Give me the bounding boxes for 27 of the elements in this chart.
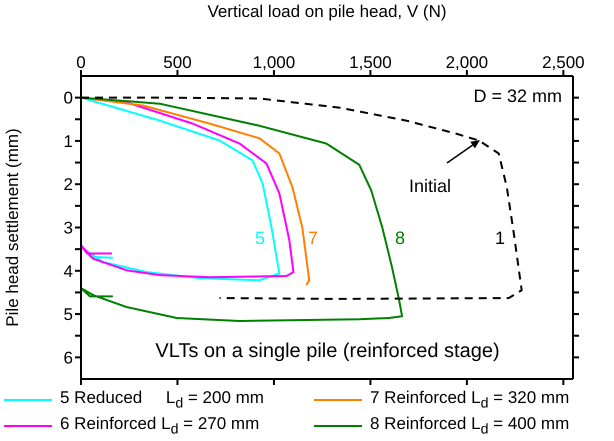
annotation: 7 [308,228,318,248]
y-axis-title: Pile head settlement (mm) [3,128,22,327]
y-tick-label: 0 [64,88,73,108]
x-tick-label: 0 [76,53,86,72]
x-tick-label: 2,500 [542,53,585,72]
x-tick-label: 500 [163,53,192,72]
annotation: Initial [408,176,452,196]
x-tick-label: 2,000 [446,53,488,72]
annotation: 5 [254,228,266,248]
x-axis-title: Vertical load on pile head, V (N) [206,2,448,22]
y-tick-label: 1 [64,132,73,151]
annotation: 8 [394,228,406,248]
line-series [81,96,404,322]
y-tick-label: 6 [64,348,73,368]
y-tick-label: 2 [64,175,73,194]
annotation: VLTs on a single pile (reinforced stage) [154,340,501,363]
legend-label: 8 Reinforced L$_{d}$ = 400 mm [370,414,570,438]
y-tick-label: 5 [64,305,73,324]
y-tick-label: 3 [64,218,73,238]
annotation: 1 [494,228,506,248]
x-tick-label: 1,500 [349,53,392,72]
annotation: D = 32 mm [473,86,562,107]
legend-label: 6 Reinforced L$_{d}$ = 270 mm [60,414,260,438]
x-tick-label: 1,000 [252,53,296,72]
y-tick-label: 4 [64,262,73,281]
legend-label: 5 Reduced L$_{d}$ = 200 mm [60,388,264,412]
legend-label: 7 Reinforced L$_{d}$ = 320 mm [370,388,570,412]
